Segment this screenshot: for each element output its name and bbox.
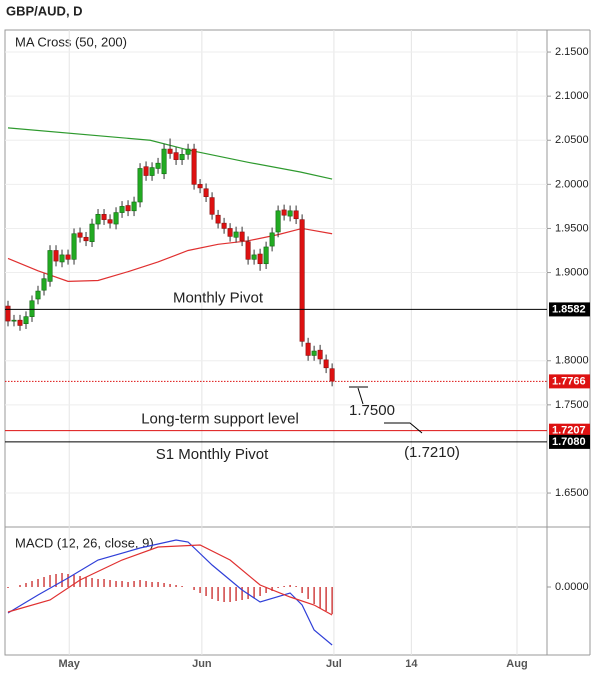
- candle-body: [305, 342, 311, 356]
- candle-body: [275, 210, 281, 233]
- chart-title: GBP/AUD, D: [6, 3, 83, 18]
- y-tick-label: 1.6500: [555, 487, 589, 499]
- level-value-label: 1.7766: [552, 375, 586, 387]
- annotation: (1.7210): [404, 444, 460, 461]
- indicator-line: [7, 227, 333, 282]
- candle-body: [107, 219, 113, 224]
- level-name: S1 Monthly Pivot: [156, 446, 269, 463]
- level-value-label: 1.7080: [552, 436, 586, 448]
- candle-body: [311, 350, 317, 356]
- candle-body: [203, 188, 209, 197]
- level-value-label: 1.7207: [552, 425, 586, 437]
- level-name: Long-term support level: [141, 411, 299, 428]
- y-tick-label: 1.7500: [555, 399, 589, 411]
- y-tick-label: 1.9500: [555, 222, 589, 234]
- candle-body: [53, 250, 59, 262]
- level-box: [549, 374, 590, 389]
- candle-body: [191, 148, 197, 185]
- candle-body: [83, 236, 89, 242]
- candle-body: [245, 241, 251, 260]
- level-box: [549, 423, 590, 438]
- candle-body: [257, 253, 263, 265]
- candle-body: [41, 278, 47, 291]
- candle-body: [137, 168, 143, 203]
- x-tick-label: Jul: [326, 658, 342, 670]
- candle-body: [23, 316, 29, 325]
- candle-body: [329, 368, 335, 382]
- level-box: [549, 302, 590, 317]
- candle-body: [29, 300, 35, 317]
- candle-body: [185, 148, 191, 155]
- candle-body: [47, 250, 53, 282]
- candle-body: [131, 201, 137, 212]
- candle-body: [89, 223, 95, 242]
- y-tick-label: 1.9000: [555, 266, 589, 278]
- candle-body: [11, 319, 17, 322]
- x-tick-label: May: [59, 658, 81, 670]
- candle-body: [35, 290, 41, 300]
- y-tick-label: 1.8000: [555, 355, 589, 367]
- x-tick-label: Aug: [506, 658, 527, 670]
- candle-body: [323, 359, 329, 369]
- y-tick-label: 0.0000: [555, 581, 589, 593]
- candle-body: [179, 154, 185, 160]
- candle-body: [5, 305, 11, 322]
- candle-body: [95, 214, 101, 225]
- candle-body: [113, 212, 119, 225]
- candle-body: [251, 254, 257, 260]
- candle-body: [209, 197, 215, 215]
- candle-body: [173, 152, 179, 160]
- y-tick-label: 2.1000: [555, 90, 589, 102]
- y-tick-label: 2.0500: [555, 134, 589, 146]
- candle-body: [71, 233, 77, 260]
- candle-body: [65, 254, 71, 260]
- candle-body: [239, 231, 245, 242]
- candle-body: [263, 246, 269, 265]
- candle-body: [77, 232, 83, 238]
- candle-body: [293, 210, 299, 220]
- y-tick-label: 2.0000: [555, 178, 589, 190]
- candle-body: [167, 148, 173, 154]
- candle-body: [233, 231, 239, 238]
- indicator-label: MA Cross (50, 200): [15, 34, 127, 49]
- indicator-line: [7, 544, 333, 616]
- candle-body: [215, 214, 221, 224]
- candle-body: [155, 162, 161, 169]
- level-name: Monthly Pivot: [173, 289, 264, 306]
- candle-body: [161, 148, 167, 175]
- candle-body: [287, 210, 293, 217]
- candle-body: [149, 167, 155, 176]
- annotation: 1.7500: [349, 402, 395, 419]
- candle-body: [17, 319, 23, 326]
- candle-body: [227, 228, 233, 237]
- x-tick-label: 14: [405, 658, 418, 670]
- candle-body: [119, 206, 125, 213]
- candle-body: [221, 222, 227, 229]
- level-value-label: 1.8582: [552, 303, 586, 315]
- annotation-leader: [384, 422, 423, 434]
- indicator-line: [7, 127, 333, 180]
- candle-body: [281, 209, 287, 216]
- candle-body: [197, 184, 203, 189]
- level-box: [549, 434, 590, 449]
- candle-body: [59, 254, 65, 263]
- candle-body: [143, 166, 149, 176]
- candle-body: [101, 214, 107, 220]
- x-tick-label: Jun: [192, 658, 212, 670]
- macd-label: MACD (12, 26, close, 9): [15, 535, 154, 550]
- y-tick-label: 2.1500: [555, 46, 589, 58]
- indicator-line: [7, 539, 333, 646]
- candle-body: [299, 219, 305, 342]
- annotation-leader: [349, 386, 368, 405]
- candle-body: [317, 349, 323, 360]
- candle-body: [269, 232, 275, 247]
- candle-body: [125, 205, 131, 212]
